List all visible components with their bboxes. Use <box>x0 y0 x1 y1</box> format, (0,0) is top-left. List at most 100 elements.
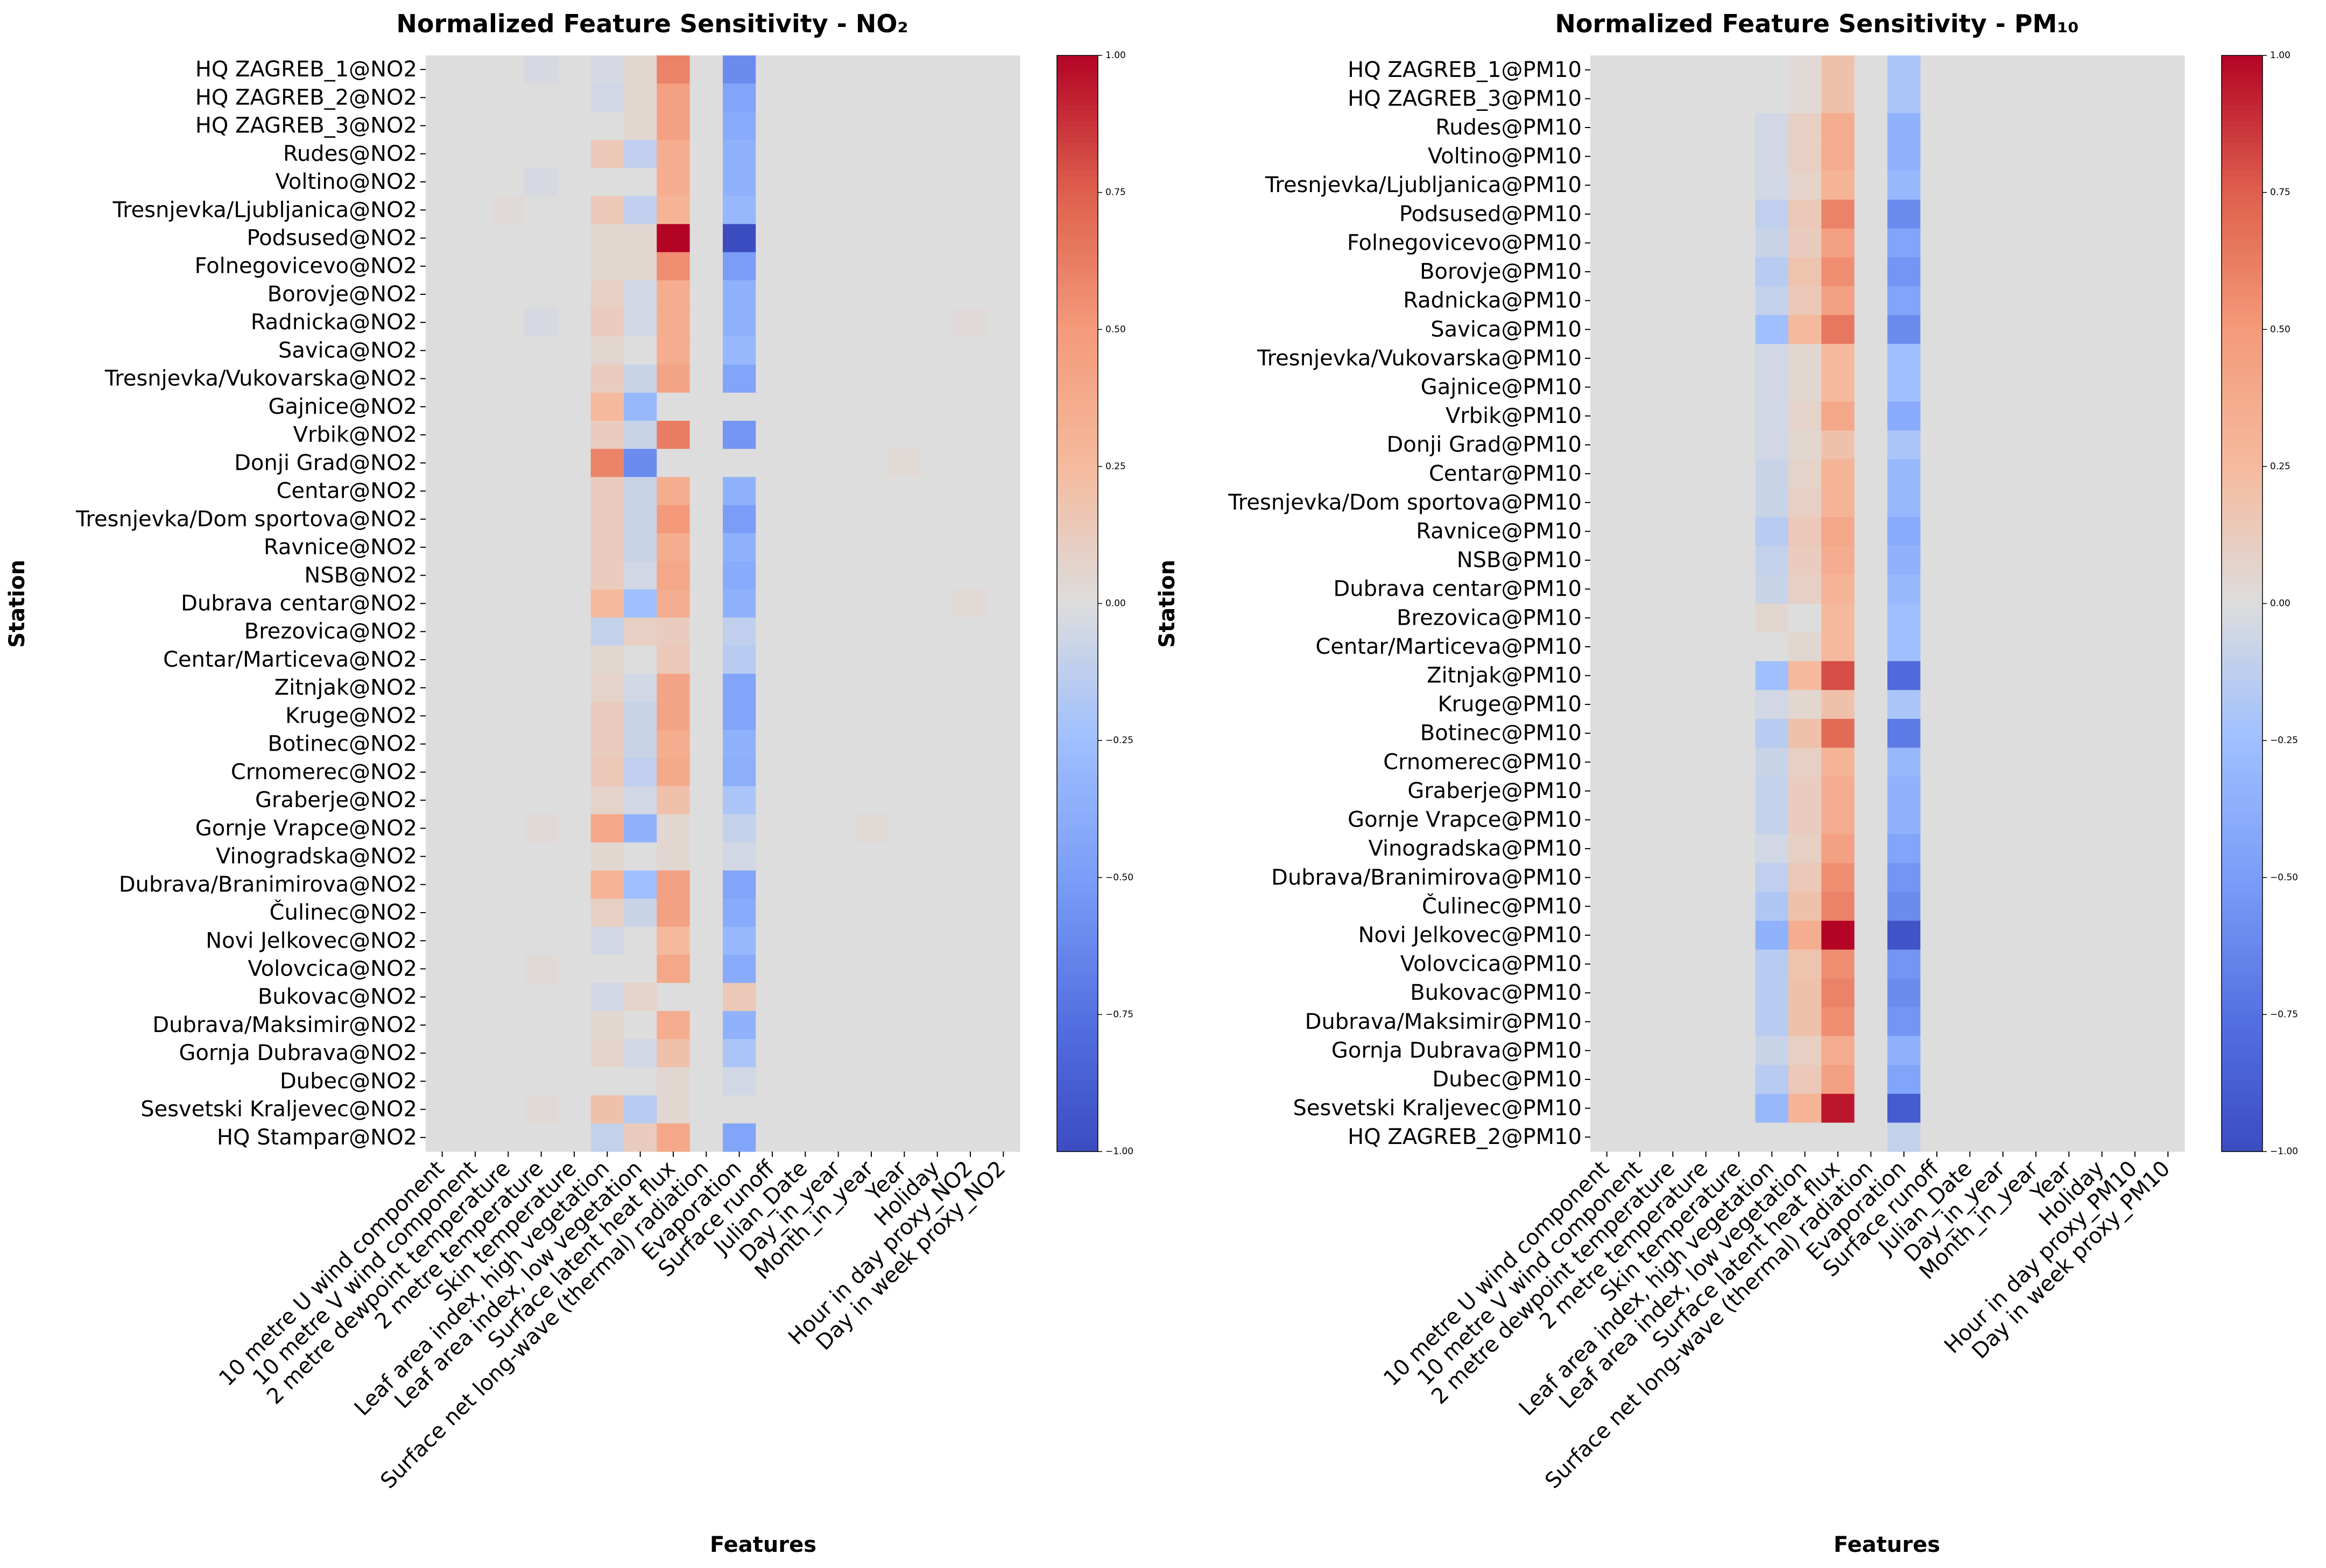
colorbar-segment <box>1057 236 1098 242</box>
colorbar-segment <box>2222 461 2262 467</box>
colorbar-segment <box>1057 554 1098 560</box>
heatmap-cell <box>788 1011 822 1040</box>
colorbar-segment <box>1057 861 1098 867</box>
heatmap-cell <box>459 617 492 646</box>
colorbar-segment <box>2222 324 2262 330</box>
colorbar-segment <box>2222 116 2262 122</box>
heatmap-cell <box>1920 488 1954 518</box>
heatmap-cell <box>2085 401 2119 431</box>
colorbar-segment <box>2222 307 2262 314</box>
heatmap-cell <box>2085 1122 2119 1152</box>
heatmap-cell <box>2085 1065 2119 1094</box>
heatmap-cell <box>1656 257 1690 287</box>
heatmap-cell <box>1821 315 1855 344</box>
heatmap-cell <box>558 477 591 506</box>
colorbar-segment <box>2222 1107 2262 1114</box>
heatmap-cell <box>1590 1122 1624 1152</box>
colorbar-segment <box>1057 340 1098 347</box>
heatmap-cell <box>954 617 988 646</box>
heatmap-cell <box>1854 488 1888 518</box>
heatmap-cell <box>1722 257 1756 287</box>
heatmap-cell <box>2118 257 2152 287</box>
heatmap-cell <box>657 983 690 1012</box>
heatmap-cell <box>426 449 459 478</box>
heatmap-cell <box>1788 661 1822 690</box>
heatmap-cell <box>887 1067 921 1096</box>
heatmap-cell <box>1656 1007 1690 1037</box>
heatmap-cell <box>954 870 988 899</box>
colorbar-segment <box>1057 345 1098 352</box>
heatmap-cell <box>1689 459 1723 489</box>
heatmap-cell <box>426 83 459 112</box>
heatmap-cells <box>1590 55 2185 1152</box>
colorbar-segment <box>2222 1025 2262 1032</box>
heatmap-cell <box>1920 171 1954 200</box>
heatmap-cell <box>426 533 459 562</box>
heatmap-cell <box>1656 747 1690 777</box>
heatmap-cell <box>2085 632 2119 662</box>
heatmap-cell <box>1590 949 1624 979</box>
heatmap-cell <box>723 280 756 309</box>
colorbar-segment <box>1057 1020 1098 1026</box>
heatmap-cell <box>1722 430 1756 460</box>
heatmap-cell <box>1788 401 1822 431</box>
heatmap-cell <box>1689 978 1723 1008</box>
heatmap-cell <box>2151 776 2185 806</box>
colorbar-segment <box>2222 159 2262 166</box>
station-label: Graberje@NO2 <box>255 788 417 813</box>
heatmap-cell <box>921 336 954 365</box>
heatmap-cell <box>2151 488 2185 518</box>
heatmap-cell <box>624 252 657 281</box>
station-label: Kruge@PM10 <box>1437 692 1582 717</box>
heatmap-cell <box>525 1067 558 1096</box>
heatmap-cell <box>1953 603 1987 633</box>
heatmap-cell <box>657 252 690 281</box>
heatmap-cell <box>1656 1036 1690 1065</box>
heatmap-cell <box>590 364 624 393</box>
heatmap-cell <box>986 224 1020 253</box>
heatmap-cell <box>986 308 1020 337</box>
colorbar-segment <box>2222 789 2262 796</box>
heatmap-cell <box>2118 113 2152 143</box>
heatmap-cell <box>657 842 690 871</box>
heatmap-cell <box>2151 257 2185 287</box>
heatmap-cell <box>986 336 1020 365</box>
heatmap-cell <box>2085 546 2119 575</box>
colorbar-segment <box>1057 439 1098 445</box>
heatmap-cell <box>1689 949 1723 979</box>
heatmap-cell <box>624 674 657 702</box>
heatmap-cell <box>689 870 723 899</box>
heatmap-cell <box>855 477 889 506</box>
heatmap-cells <box>426 55 1020 1152</box>
colorbar-segment <box>2222 329 2262 336</box>
colorbar-segment <box>1057 187 1098 193</box>
colorbar-segment <box>1057 1124 1098 1130</box>
heatmap-cell <box>1623 401 1657 431</box>
heatmap-cell <box>525 927 558 955</box>
heatmap-cell <box>921 674 954 702</box>
heatmap-cell <box>1986 921 2020 950</box>
heatmap-cell <box>1689 921 1723 950</box>
heatmap-cell <box>921 1011 954 1040</box>
colorbar-segment <box>1057 384 1098 390</box>
heatmap-cell <box>558 898 591 927</box>
station-label: Borovje@NO2 <box>267 282 417 307</box>
heatmap-cell <box>756 533 790 562</box>
heatmap-cell <box>1854 401 1888 431</box>
heatmap-cell <box>2085 55 2119 85</box>
colorbar-segment <box>1057 746 1098 752</box>
colorbar-segment <box>1057 910 1098 916</box>
heatmap-cell <box>954 702 988 731</box>
heatmap-cell <box>1689 517 1723 546</box>
heatmap-cell <box>2019 459 2053 489</box>
colorbar-segment <box>1057 121 1098 128</box>
heatmap-cell <box>986 730 1020 759</box>
colorbar-segment <box>1057 872 1098 878</box>
heatmap-cell <box>590 280 624 309</box>
heatmap-cell <box>2151 430 2185 460</box>
colorbar-segment <box>1057 866 1098 873</box>
colorbar-segment <box>2222 1047 2262 1054</box>
heatmap-cell <box>1590 603 1624 633</box>
colorbar-segment <box>2222 483 2262 489</box>
colorbar-segment <box>1057 444 1098 450</box>
